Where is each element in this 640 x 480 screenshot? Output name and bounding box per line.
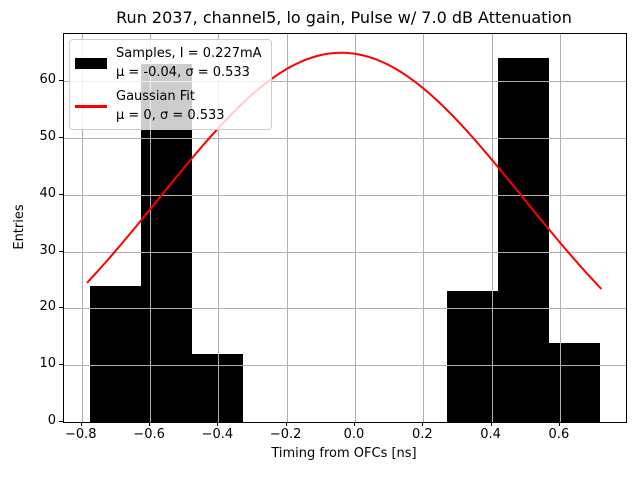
x-tick-label: −0.6 bbox=[133, 427, 165, 442]
x-tick-label: −0.2 bbox=[269, 427, 302, 442]
gridline-vertical bbox=[423, 34, 425, 422]
legend: Samples, I = 0.227mA μ = -0.04, σ = 0.53… bbox=[69, 39, 272, 130]
gridline-horizontal bbox=[64, 194, 626, 196]
x-tick-mark bbox=[80, 422, 82, 426]
plot-area: Samples, I = 0.227mA μ = -0.04, σ = 0.53… bbox=[63, 33, 627, 423]
x-tick-mark bbox=[149, 422, 151, 426]
y-tick-label: 30 bbox=[39, 242, 56, 258]
y-tick-label: 60 bbox=[39, 72, 56, 88]
chart-title: Run 2037, channel5, lo gain, Pulse w/ 7.… bbox=[116, 8, 572, 27]
x-tick-label: −0.8 bbox=[65, 427, 97, 442]
y-tick-mark bbox=[59, 421, 63, 422]
legend-samples-stats: μ = -0.04, σ = 0.533 bbox=[116, 65, 250, 80]
gridline-vertical bbox=[355, 34, 356, 422]
y-tick-mark bbox=[59, 364, 63, 366]
x-tick-mark bbox=[558, 422, 560, 426]
fit-line-swatch-icon bbox=[75, 104, 107, 108]
x-axis-label: Timing from OFCs [ns] bbox=[271, 446, 417, 461]
gridline-vertical bbox=[286, 34, 288, 422]
y-axis-label: Entries bbox=[12, 204, 27, 250]
histogram-bar bbox=[191, 353, 243, 422]
gridline-vertical bbox=[559, 34, 561, 422]
x-tick-mark bbox=[217, 422, 219, 426]
y-tick-label: 40 bbox=[39, 185, 56, 201]
x-tick-label: −0.4 bbox=[201, 427, 234, 442]
histogram-bar bbox=[447, 291, 499, 422]
y-tick-label: 0 bbox=[47, 413, 56, 428]
y-tick-label: 10 bbox=[39, 356, 56, 372]
x-tick-mark bbox=[490, 422, 492, 426]
gridline-horizontal bbox=[64, 251, 626, 253]
x-tick-label: 0.2 bbox=[411, 427, 433, 442]
y-tick-mark bbox=[59, 307, 63, 309]
x-tick-label: 0.4 bbox=[480, 427, 501, 442]
gridline-horizontal bbox=[64, 365, 626, 367]
gridline-horizontal bbox=[64, 138, 626, 139]
histogram-swatch-icon bbox=[75, 57, 107, 69]
y-tick-label: 50 bbox=[39, 129, 56, 144]
x-tick-mark bbox=[285, 422, 287, 426]
gridline-horizontal bbox=[64, 308, 626, 310]
x-tick-label: 0.6 bbox=[548, 427, 570, 442]
legend-fit-stats: μ = 0, σ = 0.533 bbox=[116, 108, 225, 123]
y-tick-mark bbox=[59, 193, 63, 195]
x-tick-mark bbox=[354, 422, 355, 426]
x-tick-label: 0.0 bbox=[343, 427, 365, 442]
legend-fit-label: Gaussian Fit bbox=[116, 89, 196, 104]
gridline-vertical bbox=[491, 34, 493, 422]
legend-samples-label: Samples, I = 0.227mA bbox=[116, 46, 262, 61]
y-tick-mark bbox=[59, 250, 63, 252]
gridline-vertical bbox=[81, 34, 83, 422]
y-tick-mark bbox=[59, 137, 63, 138]
histogram-bar bbox=[549, 342, 601, 422]
y-tick-label: 20 bbox=[39, 299, 56, 315]
x-tick-mark bbox=[422, 422, 424, 426]
y-tick-mark bbox=[59, 80, 63, 82]
legend-entry-samples: Samples, I = 0.227mA μ = -0.04, σ = 0.53… bbox=[75, 44, 262, 82]
legend-entry-gaussian-fit: Gaussian Fit μ = 0, σ = 0.533 bbox=[75, 87, 262, 125]
